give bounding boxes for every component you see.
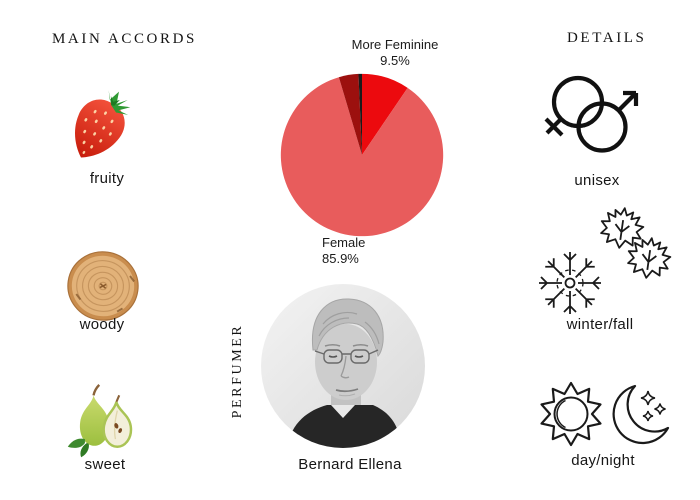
- pie-slice: [280, 77, 444, 237]
- detail-label-day-night: day/night: [571, 452, 635, 469]
- detail-label-winter-fall: winter/fall: [566, 316, 634, 333]
- pie-slice: [338, 73, 362, 155]
- pear-icon: [67, 384, 133, 458]
- pie-label-more-feminine: More Feminine 9.5%: [320, 37, 470, 69]
- strawberry-icon: [75, 90, 131, 158]
- perfumer-section-title: PERFUMER: [230, 323, 245, 419]
- pie-slice: [358, 73, 362, 155]
- wood-slice-icon: [67, 251, 139, 321]
- gender-votes-pie-chart: [280, 73, 444, 237]
- accord-label-fruity: fruity: [89, 170, 125, 187]
- pie-slice: [362, 73, 408, 155]
- gender-unisex-icon: [544, 75, 639, 153]
- accord-label-woody: woody: [79, 316, 125, 333]
- details-title: DETAILS: [567, 30, 647, 46]
- pie-label-female: Female 85.9%: [322, 235, 365, 267]
- pie-slice-percent: 9.5%: [380, 53, 410, 68]
- accord-label-sweet: sweet: [84, 456, 126, 473]
- detail-label-unisex: unisex: [574, 172, 620, 189]
- pie-slice-name: More Feminine: [351, 37, 439, 52]
- perfumer-portrait-photo: [261, 284, 425, 448]
- perfumer-name: Bernard Ellena: [298, 456, 402, 473]
- pie-slice-percent: 85.9%: [322, 251, 359, 266]
- pie-slice-name: Female: [322, 235, 366, 250]
- sun-moon-icon: [540, 381, 670, 447]
- main-accords-title: MAIN ACCORDS: [52, 31, 197, 47]
- snowflake-maple-leaves-icon: [539, 207, 672, 314]
